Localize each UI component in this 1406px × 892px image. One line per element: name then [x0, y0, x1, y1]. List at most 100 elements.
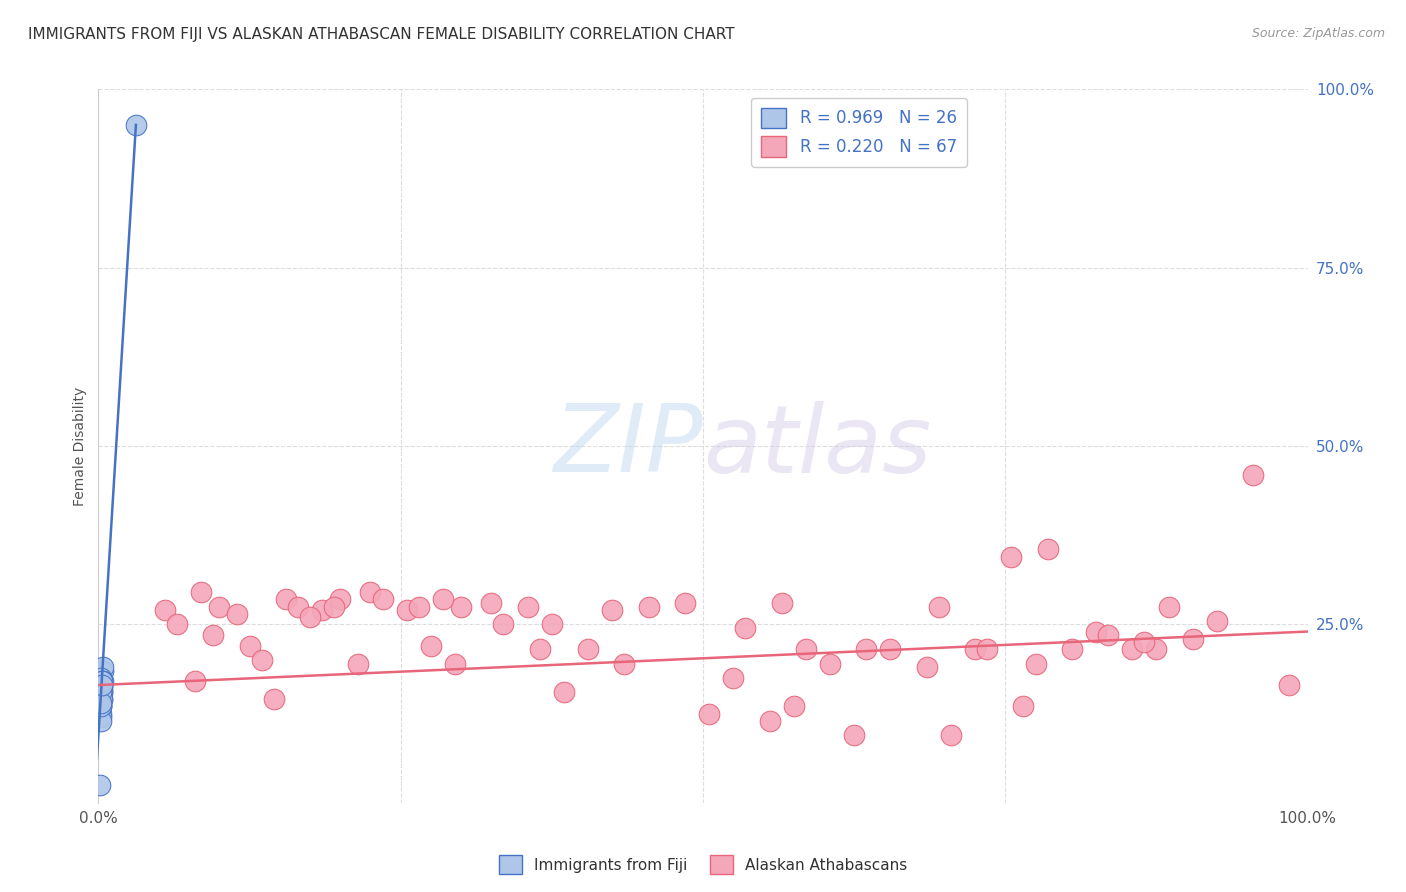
Point [408, 599, 430, 614]
Point [91, 681, 114, 696]
Point [91, 674, 114, 689]
Point [1012, 699, 1035, 714]
Point [1097, 628, 1119, 642]
Point [184, 674, 207, 689]
Point [90, 714, 112, 728]
Point [90, 710, 112, 724]
Point [1133, 635, 1156, 649]
Point [90, 692, 112, 706]
Point [90, 696, 112, 710]
Point [915, 660, 938, 674]
Point [673, 596, 696, 610]
Point [329, 592, 352, 607]
Point [287, 599, 309, 614]
Point [879, 642, 901, 657]
Point [965, 642, 987, 657]
Point [855, 642, 877, 657]
Point [553, 685, 575, 699]
Point [420, 639, 443, 653]
Text: IMMIGRANTS FROM FIJI VS ALASKAN ATHABASCAN FEMALE DISABILITY CORRELATION CHART: IMMIGRANTS FROM FIJI VS ALASKAN ATHABASC… [28, 27, 735, 42]
Legend: Immigrants from Fiji, Alaskan Athabascans: Immigrants from Fiji, Alaskan Athabascan… [492, 849, 914, 880]
Point [250, 653, 273, 667]
Point [529, 642, 551, 657]
Text: Source: ZipAtlas.com: Source: ZipAtlas.com [1251, 27, 1385, 40]
Point [794, 642, 817, 657]
Point [1278, 678, 1301, 692]
Point [125, 118, 148, 132]
Point [723, 671, 745, 685]
Point [576, 642, 599, 657]
Point [90, 699, 112, 714]
Point [697, 706, 720, 721]
Point [613, 657, 636, 671]
Text: atlas: atlas [703, 401, 931, 491]
Point [928, 599, 950, 614]
Point [541, 617, 564, 632]
Point [770, 596, 793, 610]
Point [1241, 467, 1264, 482]
Point [1085, 624, 1108, 639]
Point [89, 778, 111, 792]
Point [818, 657, 841, 671]
Point [734, 621, 756, 635]
Point [1024, 657, 1046, 671]
Point [263, 692, 285, 706]
Point [153, 603, 176, 617]
Point [444, 657, 467, 671]
Point [90, 671, 112, 685]
Legend: R = 0.969   N = 26, R = 0.220   N = 67: R = 0.969 N = 26, R = 0.220 N = 67 [751, 97, 967, 167]
Point [516, 599, 538, 614]
Point [637, 599, 659, 614]
Point [1206, 614, 1229, 628]
Point [299, 610, 322, 624]
Point [1146, 642, 1168, 657]
Point [90, 685, 112, 699]
Point [492, 617, 515, 632]
Point [90, 699, 112, 714]
Point [450, 599, 472, 614]
Point [432, 592, 454, 607]
Point [91, 678, 114, 692]
Point [1036, 542, 1059, 557]
Point [1121, 642, 1143, 657]
Point [1000, 549, 1022, 564]
Point [91, 660, 114, 674]
Point [91, 674, 114, 689]
Point [91, 678, 114, 692]
Point [1060, 642, 1083, 657]
Point [91, 685, 114, 699]
Point [91, 685, 114, 699]
Point [360, 585, 382, 599]
Point [91, 664, 114, 678]
Point [90, 671, 112, 685]
Point [481, 596, 503, 610]
Point [208, 599, 231, 614]
Point [90, 699, 112, 714]
Point [91, 678, 114, 692]
Point [1157, 599, 1180, 614]
Point [190, 585, 212, 599]
Point [347, 657, 370, 671]
Point [226, 607, 249, 621]
Point [202, 628, 225, 642]
Point [239, 639, 262, 653]
Point [844, 728, 866, 742]
Point [758, 714, 780, 728]
Text: ZIP: ZIP [554, 401, 703, 491]
Point [90, 685, 112, 699]
Point [323, 599, 346, 614]
Point [166, 617, 188, 632]
Y-axis label: Female Disability: Female Disability [73, 386, 87, 506]
Point [91, 692, 114, 706]
Point [91, 692, 114, 706]
Point [1181, 632, 1204, 646]
Point [976, 642, 998, 657]
Point [274, 592, 297, 607]
Point [602, 603, 624, 617]
Point [311, 603, 333, 617]
Point [90, 706, 112, 721]
Point [782, 699, 804, 714]
Point [371, 592, 394, 607]
Point [939, 728, 962, 742]
Point [395, 603, 418, 617]
